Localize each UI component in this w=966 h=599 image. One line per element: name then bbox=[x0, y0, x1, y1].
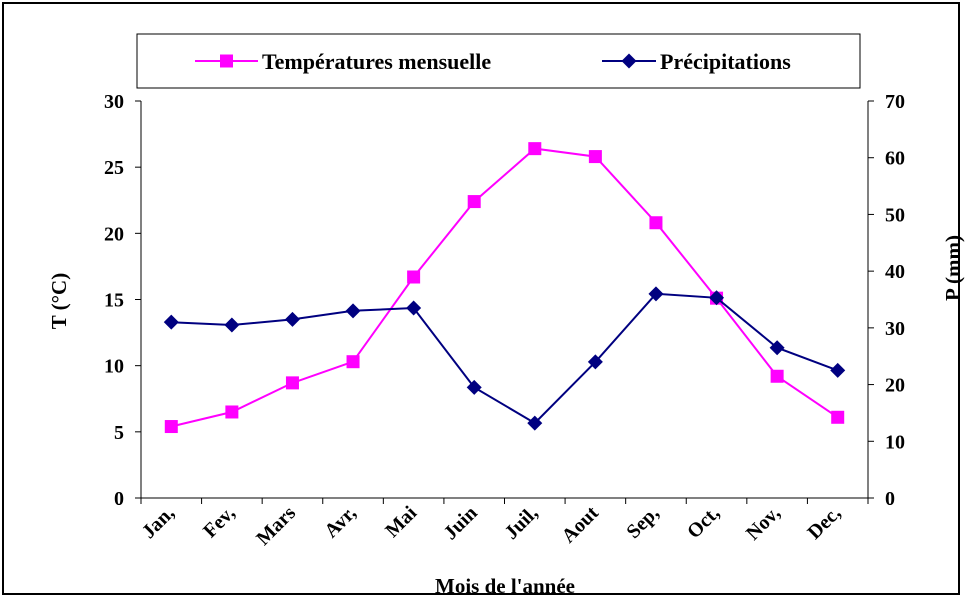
series-line-precipitation bbox=[171, 292, 839, 425]
x-tick-label: Avr, bbox=[320, 502, 360, 542]
legend-swatch-marker bbox=[220, 54, 233, 68]
temperature-point bbox=[164, 420, 178, 434]
precipitation-point bbox=[224, 317, 240, 333]
y-right-tick-label: 20 bbox=[885, 375, 905, 397]
x-tick-label: Dec, bbox=[803, 502, 845, 544]
x-tick-label: Oct, bbox=[683, 502, 724, 543]
precipitation-point bbox=[406, 300, 422, 316]
x-tick-label: Aout bbox=[557, 502, 603, 548]
y-left-axis-title: T (°C) bbox=[47, 273, 71, 329]
y-right-tick-label: 40 bbox=[885, 261, 905, 283]
temperature-point bbox=[407, 270, 421, 284]
y-right-tick-label: 60 bbox=[885, 148, 905, 170]
temperature-point bbox=[346, 355, 360, 369]
x-tick-label: Nov, bbox=[742, 502, 785, 545]
y-left-tick-label: 10 bbox=[104, 356, 124, 378]
x-tick-label: Juin bbox=[439, 502, 481, 544]
precipitation-point bbox=[587, 354, 603, 370]
y-left-tick-label: 30 bbox=[104, 91, 124, 113]
x-tick-label: Mai bbox=[381, 502, 421, 542]
temperature-point bbox=[528, 142, 542, 156]
legend: Températures mensuelle Précipitations bbox=[195, 49, 791, 74]
y-right-axis-title: P (mm) bbox=[941, 235, 965, 301]
temperature-point bbox=[467, 195, 481, 209]
y-left-tick-label: 15 bbox=[104, 290, 124, 312]
precipitation-point bbox=[284, 311, 300, 327]
precipitation-point bbox=[648, 286, 664, 302]
x-tick-label: Sep, bbox=[622, 502, 663, 543]
x-tick-label: Juil, bbox=[500, 502, 542, 544]
y-left-tick-label: 5 bbox=[114, 422, 124, 444]
legend-swatch-marker bbox=[621, 53, 637, 69]
y-left-tick-label: 0 bbox=[114, 488, 124, 510]
x-axis-title: Mois de l'année bbox=[435, 574, 575, 598]
temperature-point bbox=[285, 376, 299, 390]
precipitation-point bbox=[709, 290, 725, 306]
x-tick-label: Jan, bbox=[138, 502, 179, 543]
y-right-tick-label: 50 bbox=[885, 204, 905, 226]
y-right-tick-label: 0 bbox=[885, 488, 895, 510]
temperature-point bbox=[225, 405, 239, 419]
precipitation-point bbox=[345, 303, 361, 319]
precipitation-point bbox=[769, 340, 785, 356]
y-right-tick-label: 10 bbox=[885, 431, 905, 453]
precipitation-point bbox=[163, 314, 179, 330]
precipitation-point bbox=[830, 362, 846, 378]
legend-label: Précipitations bbox=[660, 49, 791, 74]
y-right-tick-label: 30 bbox=[885, 318, 905, 340]
y-left-tick-label: 25 bbox=[104, 157, 124, 179]
temperature-point bbox=[588, 150, 602, 164]
y-left-tick-label: 20 bbox=[104, 223, 124, 245]
precipitation-point bbox=[527, 415, 543, 431]
temperature-point bbox=[770, 369, 784, 383]
temperature-point bbox=[649, 216, 663, 230]
series-line-temperature bbox=[171, 147, 839, 428]
x-tick-label: Mars bbox=[252, 502, 300, 550]
axes: 0 5 10 15 20 25 30 0 10 20 30 40 50 60 70 Jan, Fev, Mars A… bbox=[104, 91, 905, 550]
precipitation-point bbox=[466, 379, 482, 395]
y-right-tick-label: 70 bbox=[885, 91, 905, 113]
legend-label: Températures mensuelle bbox=[262, 49, 491, 74]
series-layer bbox=[163, 142, 846, 434]
x-tick-label: Fev, bbox=[199, 502, 239, 542]
temperature-point bbox=[831, 410, 845, 424]
